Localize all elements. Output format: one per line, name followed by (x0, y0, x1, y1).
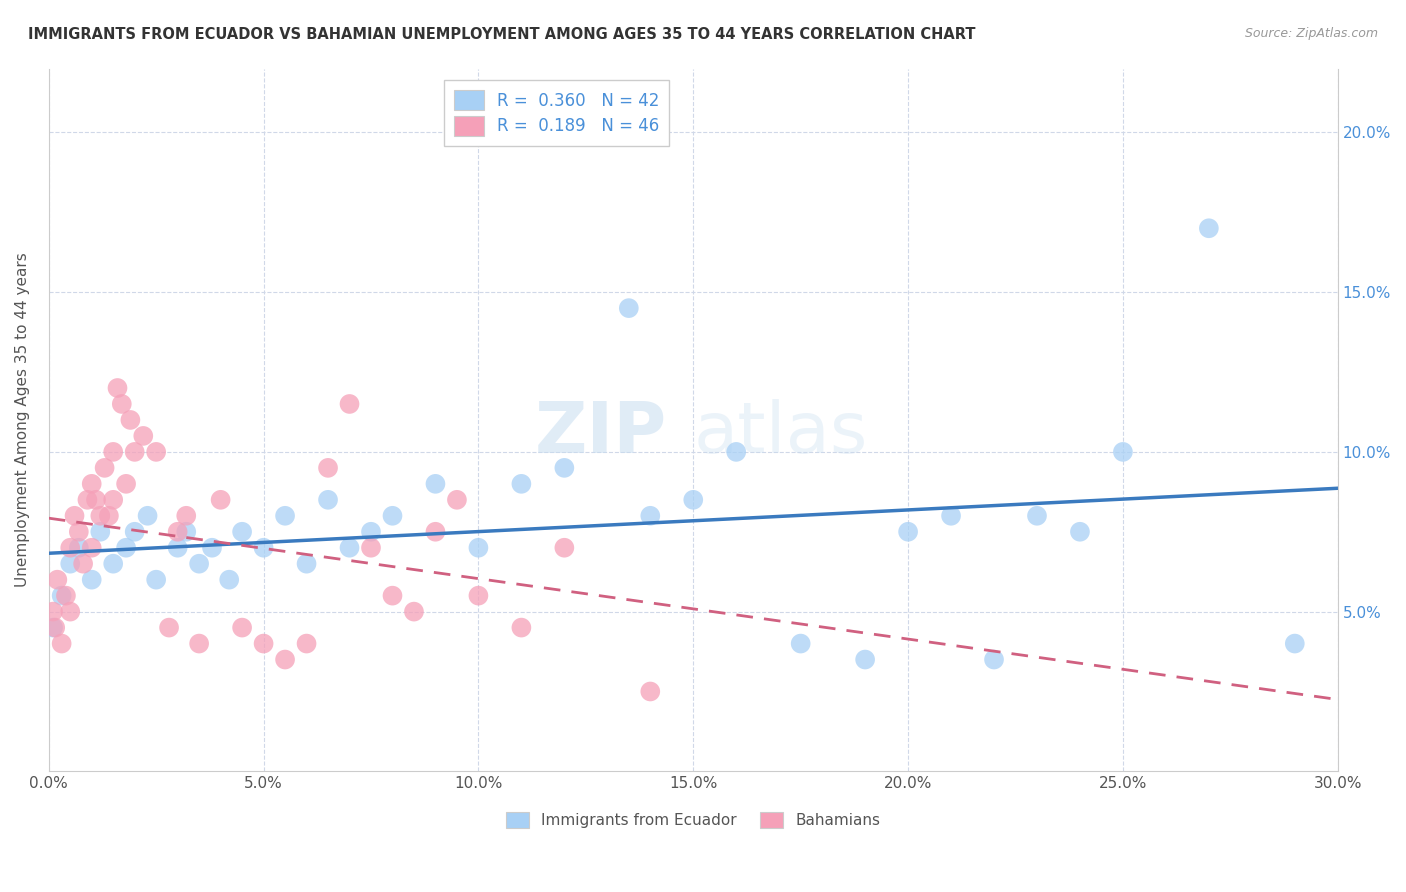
Point (89, 508, 111, 523)
Point (360, 524, 382, 539)
Point (174, 508, 197, 523)
Point (425, 524, 447, 539)
Point (1026, 508, 1049, 523)
Point (425, 476, 447, 491)
Point (339, 541, 361, 555)
Point (67, 524, 90, 539)
Point (67, 541, 90, 555)
Text: Source: ZipAtlas.com: Source: ZipAtlas.com (1244, 27, 1378, 40)
Point (1069, 524, 1091, 539)
Point (59, 605, 82, 619)
Point (725, 445, 748, 459)
Point (174, 524, 197, 539)
Point (640, 684, 662, 698)
Point (44, 621, 66, 635)
Point (553, 461, 575, 475)
Point (59, 541, 82, 555)
Point (231, 621, 253, 635)
Point (446, 492, 468, 507)
Point (274, 652, 297, 666)
Point (80, 573, 103, 587)
Point (76, 492, 98, 507)
Point (84, 492, 107, 507)
Point (274, 508, 297, 523)
Point (939, 508, 962, 523)
Point (209, 492, 232, 507)
Point (682, 492, 704, 507)
Point (218, 573, 240, 587)
Point (111, 397, 134, 411)
Point (316, 492, 339, 507)
Point (157, 621, 180, 635)
Point (402, 605, 425, 619)
Point (145, 573, 167, 587)
Point (201, 541, 224, 555)
Point (80, 541, 103, 555)
Point (59, 557, 82, 571)
Point (617, 301, 640, 315)
Point (166, 524, 188, 539)
Point (316, 461, 339, 475)
Point (80, 476, 103, 491)
Point (295, 557, 318, 571)
Text: ZIP: ZIP (536, 400, 668, 468)
Point (360, 541, 382, 555)
Point (103, 557, 125, 571)
Point (1112, 445, 1135, 459)
Point (510, 476, 533, 491)
Point (93, 461, 115, 475)
Point (46, 573, 69, 587)
Point (103, 492, 125, 507)
Point (63, 508, 86, 523)
Point (339, 397, 361, 411)
Point (853, 652, 876, 666)
Point (124, 445, 146, 459)
Point (145, 445, 167, 459)
Point (166, 541, 188, 555)
Point (640, 508, 662, 523)
Point (553, 541, 575, 555)
Point (72, 557, 94, 571)
Point (983, 652, 1005, 666)
Point (467, 541, 489, 555)
Point (115, 476, 138, 491)
Point (252, 636, 274, 650)
Point (510, 621, 533, 635)
Point (107, 381, 129, 395)
Point (252, 541, 274, 555)
Point (97, 508, 120, 523)
Legend: Immigrants from Ecuador, Bahamians: Immigrants from Ecuador, Bahamians (501, 805, 886, 834)
Point (381, 589, 404, 603)
Point (295, 636, 318, 650)
Text: atlas: atlas (693, 400, 868, 468)
Text: IMMIGRANTS FROM ECUADOR VS BAHAMIAN UNEMPLOYMENT AMONG AGES 35 TO 44 YEARS CORRE: IMMIGRANTS FROM ECUADOR VS BAHAMIAN UNEM… (28, 27, 976, 42)
Point (51, 589, 73, 603)
Point (42, 605, 65, 619)
Point (89, 524, 111, 539)
Point (467, 589, 489, 603)
Point (381, 508, 404, 523)
Y-axis label: Unemployment Among Ages 35 to 44 years: Unemployment Among Ages 35 to 44 years (15, 252, 30, 587)
Point (124, 524, 146, 539)
Point (1284, 636, 1306, 650)
Point (188, 557, 211, 571)
Point (136, 508, 159, 523)
Point (51, 636, 73, 650)
Point (188, 636, 211, 650)
Point (897, 524, 920, 539)
Point (55, 589, 77, 603)
Point (115, 541, 138, 555)
Point (120, 413, 142, 427)
Point (231, 524, 253, 539)
Point (132, 429, 155, 443)
Point (42, 621, 65, 635)
Point (1198, 221, 1220, 235)
Point (103, 445, 125, 459)
Point (789, 636, 811, 650)
